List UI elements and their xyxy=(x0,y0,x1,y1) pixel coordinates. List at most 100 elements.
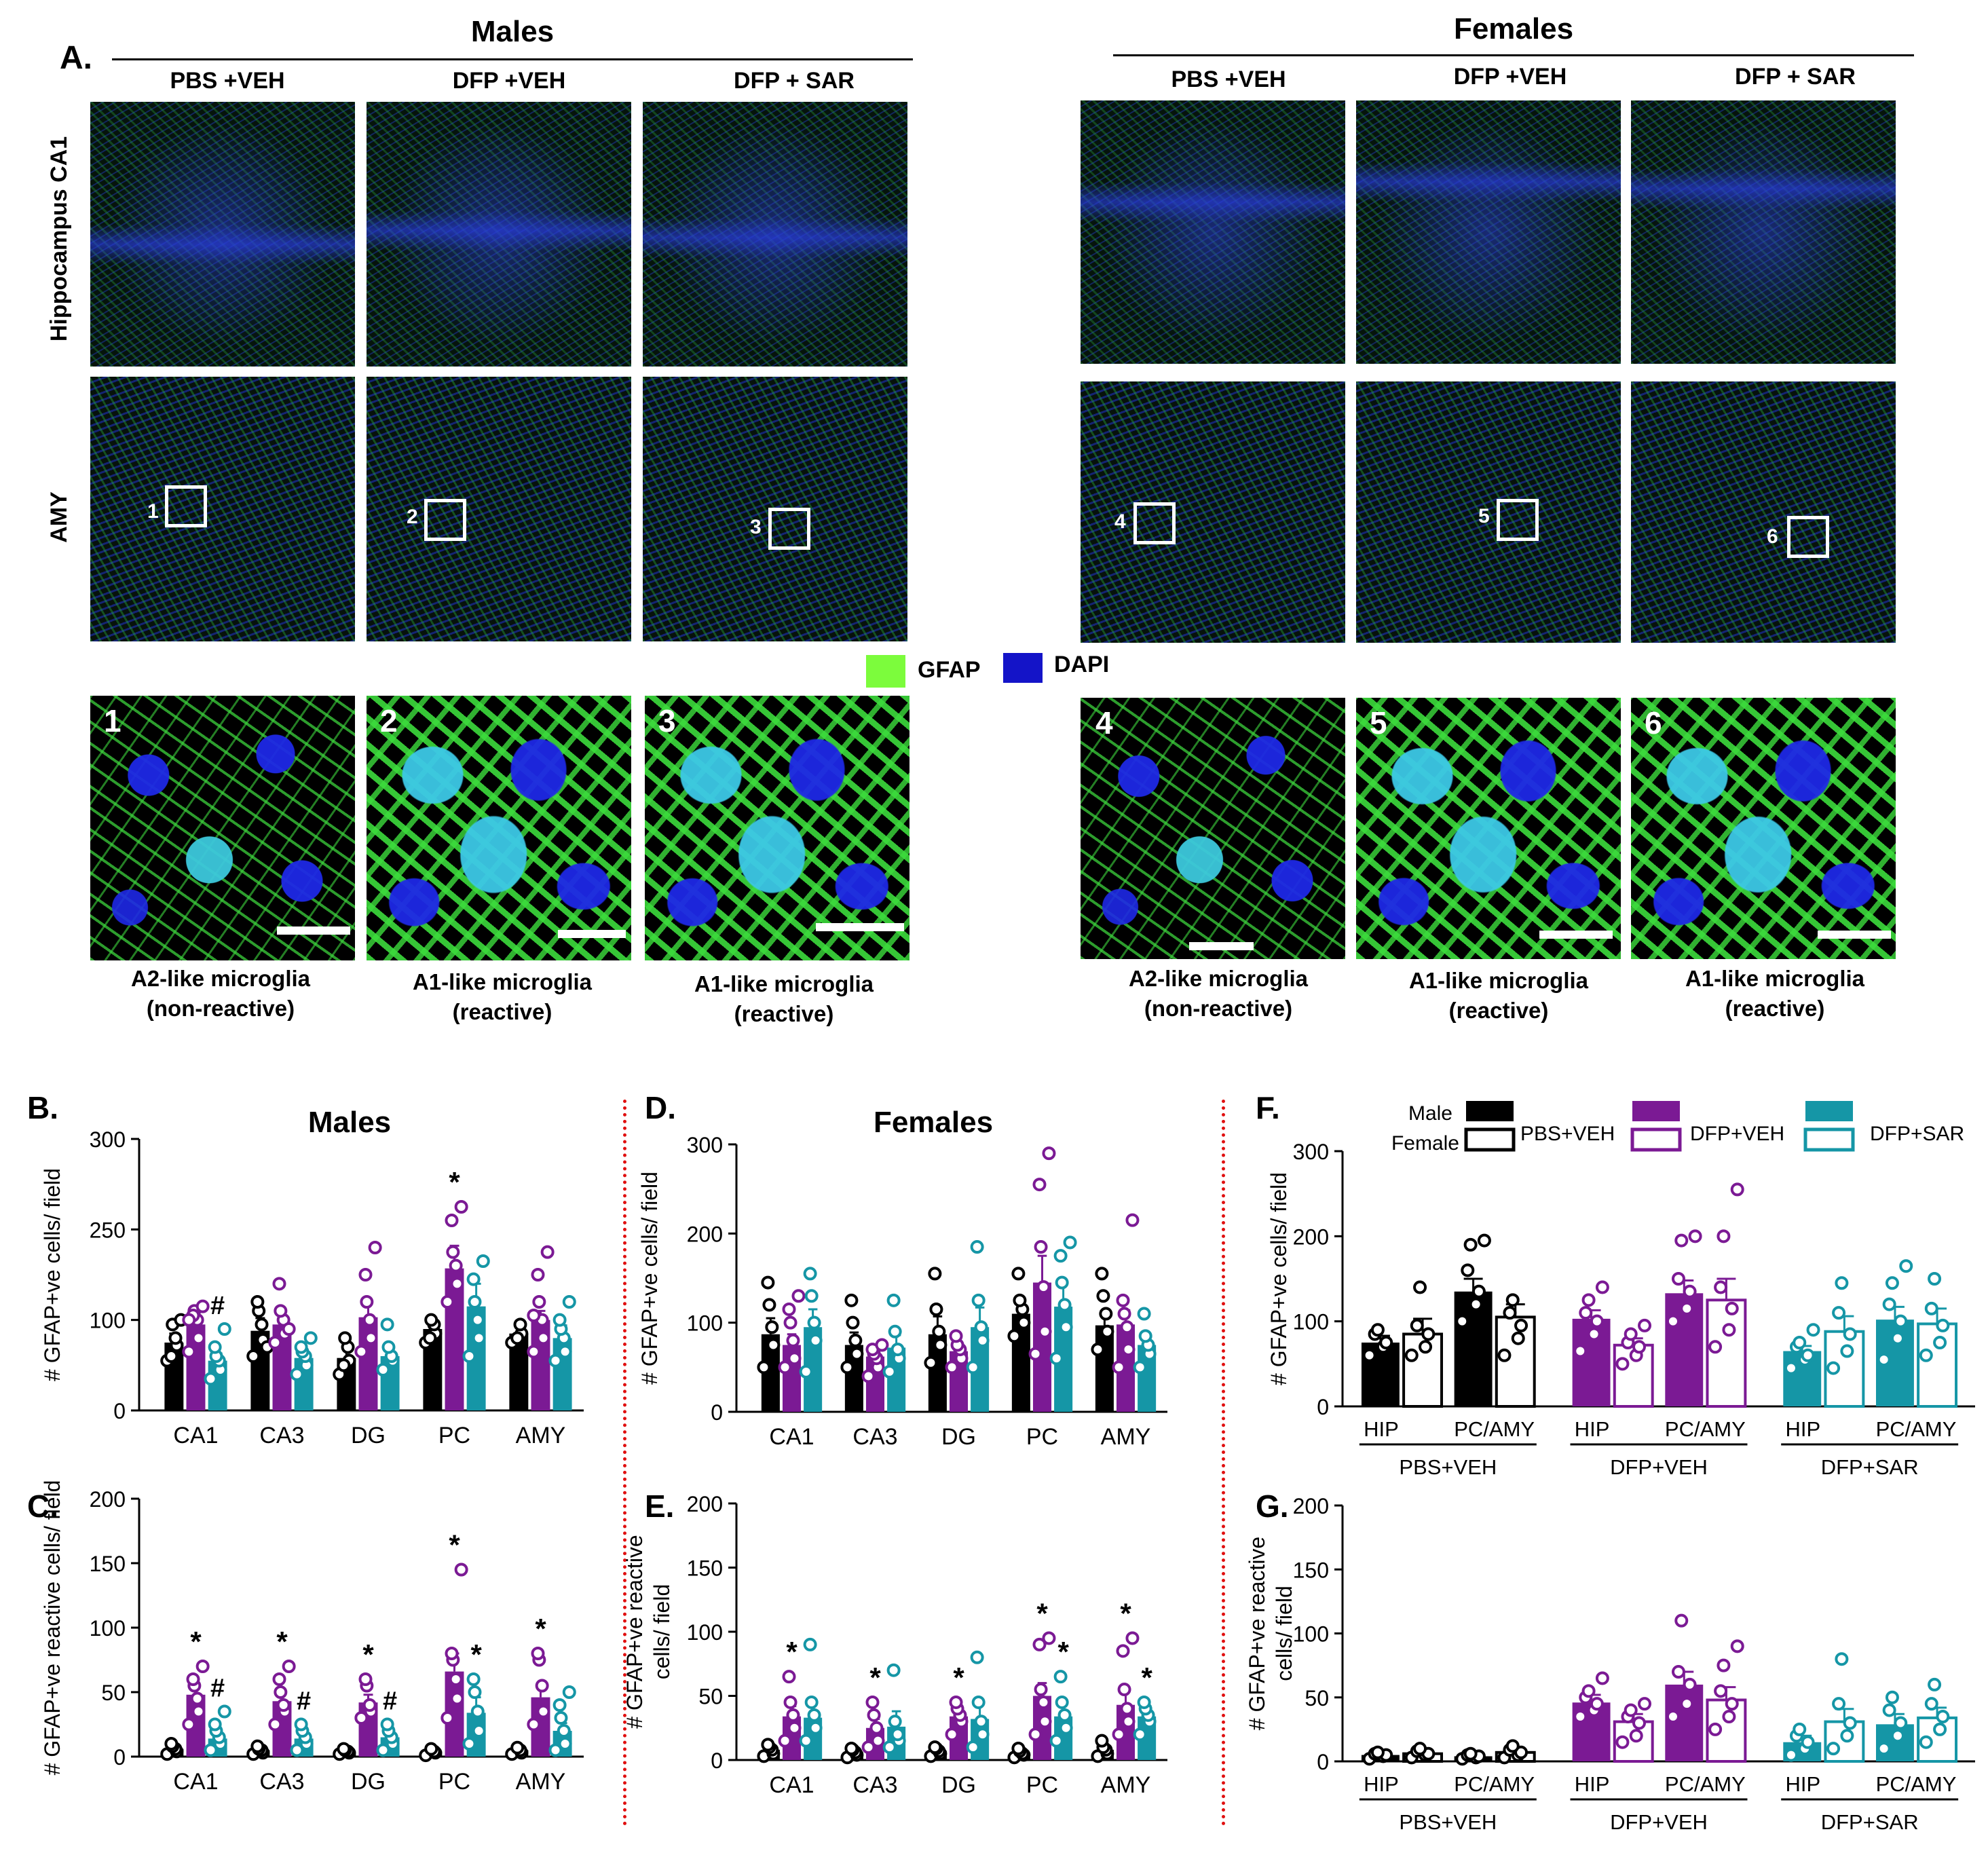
chart-b-pc-s1-point-1 xyxy=(450,1277,464,1291)
micrograph-m-pbs-hip xyxy=(90,102,355,367)
chart-c-ytick-label-0: 0 xyxy=(113,1745,126,1770)
chart-c-ca1-s1-point-1 xyxy=(191,1704,206,1719)
chart-e-ca1-s1-point-1 xyxy=(787,1721,802,1735)
micrograph-m-dfp-sar-hip xyxy=(643,102,907,367)
chart-b-annotation-0: # xyxy=(210,1292,225,1320)
chart-f-g1-b0-point-2 xyxy=(1590,1314,1604,1328)
chart-g-g0-b1-point-4 xyxy=(1413,1742,1427,1756)
chart-f-g0-b1-point-4 xyxy=(1413,1280,1427,1294)
chart-b-dg-s2-point-3 xyxy=(381,1340,396,1354)
dapi-label: DAPI xyxy=(1054,652,1110,677)
chart-c-amy-s2-point-5 xyxy=(562,1685,576,1699)
chart-g-ytick-label-4: 200 xyxy=(1293,1494,1329,1518)
chart-b-pc-s2-point-4 xyxy=(466,1272,481,1286)
chart-f-g1-sub-0: HIP xyxy=(1575,1417,1610,1441)
chart-f-g1-b3-point-4 xyxy=(1717,1229,1731,1243)
chart-b-dg-s1-point-2 xyxy=(362,1313,377,1327)
chart-d-pc-s0-point-3 xyxy=(1013,1293,1027,1307)
zoom-caption-6-line2: (reactive) xyxy=(1725,996,1825,1021)
chart-b-pc-s1-point-0 xyxy=(440,1295,455,1309)
zoom-caption-5: A1-like microglia (reactive) xyxy=(1356,966,1641,1026)
chart-d-pc-s1-point-0 xyxy=(1028,1347,1043,1361)
chart-e-xtick-label-2: DG xyxy=(941,1772,976,1798)
chart-e-ca3-s2-point-2 xyxy=(890,1727,905,1742)
chart-d-amy-s0-point-0 xyxy=(1091,1343,1105,1357)
chart-d-amy-s2-point-0 xyxy=(1133,1360,1147,1374)
chart-e-annotation-1: * xyxy=(869,1662,881,1693)
chart-c-xtick-label-4: AMY xyxy=(516,1769,566,1795)
chart-d-xtick-label-4: AMY xyxy=(1101,1424,1151,1450)
zoom-caption-3-line1: A1-like microglia xyxy=(694,971,874,996)
zoom-caption-1-line1: A2-like microglia xyxy=(130,966,311,991)
chart-b-ca1-s2-point-5 xyxy=(217,1322,231,1336)
chart-f-g1-b3-point-3 xyxy=(1714,1280,1728,1294)
chart-f-g2-b2-point-3 xyxy=(1882,1297,1896,1311)
zoom-panel-3: 3 xyxy=(645,696,909,960)
chart-c-pc-s1-point-5 xyxy=(454,1562,468,1577)
chart-c-annotation-1: # xyxy=(210,1674,225,1703)
chart-d-ca1-s0-point-0 xyxy=(757,1360,771,1374)
chart-c-pc-s1-point-2 xyxy=(449,1672,463,1686)
chart-g-g0-b0-point-4 xyxy=(1370,1745,1385,1759)
chart-g-g2-sub-0: HIP xyxy=(1785,1772,1820,1796)
chart-e-pc-s1-point-4 xyxy=(1032,1637,1047,1651)
chart-f-g1-sub-1: PC/AMY xyxy=(1665,1417,1746,1441)
chart-d-amy-s1-point-2 xyxy=(1120,1320,1134,1334)
chart-g-g1-b0-point-0 xyxy=(1573,1710,1588,1724)
chart-f-g0-b3-point-3 xyxy=(1503,1306,1517,1320)
chart-g-g2-b3-point-4 xyxy=(1928,1677,1942,1691)
roi-number-6: 6 xyxy=(1767,525,1778,548)
chart-f-ytick-label-3: 300 xyxy=(1293,1140,1329,1164)
chart-f-g2-b2-point-1 xyxy=(1890,1331,1905,1345)
chart-f-g0-sub-0: HIP xyxy=(1364,1417,1399,1441)
chart-c-ytick-label-2: 100 xyxy=(90,1616,126,1641)
chart-e-ca3-s1-point-4 xyxy=(865,1695,880,1709)
chart-c-pc-s2-point-0 xyxy=(462,1737,476,1751)
chart-d-pc-s1-point-2 xyxy=(1036,1280,1051,1294)
chart-f-legend-swatch-female-2 xyxy=(1803,1127,1855,1152)
chart-d-amy-s1-point-0 xyxy=(1112,1360,1126,1374)
scale-bar-5 xyxy=(1539,931,1613,939)
chart-g-g1-b1-point-2 xyxy=(1632,1716,1647,1730)
chart-f-g0-b0-point-0 xyxy=(1362,1348,1376,1362)
zoom-caption-2-line1: A1-like microglia xyxy=(412,969,593,994)
chart-e-ytick-label-0: 0 xyxy=(711,1748,723,1773)
chart-g-g1-b2-point-2 xyxy=(1683,1677,1697,1691)
chart-b-pc-s1-point-5 xyxy=(454,1200,468,1214)
chart-b-ca1-s0-point-2 xyxy=(168,1331,183,1345)
micrograph-m-pbs-amy: 1 xyxy=(90,377,355,641)
zoom-caption-3: A1-like microglia (reactive) xyxy=(641,969,926,1029)
chart-g-ytick-label-0: 0 xyxy=(1317,1750,1329,1774)
chart-c-ca3-s0-point-4 xyxy=(250,1739,265,1753)
chart-d-ca1-s0-point-4 xyxy=(761,1275,775,1290)
chart-d-ca3-s1-point-5 xyxy=(875,1338,889,1352)
chart-b-title: Males xyxy=(308,1106,391,1139)
chart-e-annotation-5: * xyxy=(1120,1597,1131,1629)
zoom-number-5: 5 xyxy=(1370,705,1387,741)
chart-g-g2-b1-point-2 xyxy=(1843,1716,1857,1730)
roi-number-1: 1 xyxy=(147,500,159,523)
chart-b-amy-s1-point-1 xyxy=(536,1331,550,1345)
chart-d-pc-s1-point-3 xyxy=(1034,1240,1048,1254)
chart-f-g1-b3-point-1 xyxy=(1722,1323,1736,1337)
chart-d-amy-s0-point-1 xyxy=(1100,1324,1114,1339)
chart-d-ca3-s0-point-1 xyxy=(850,1347,864,1361)
chart-f-g2-b0-point-5 xyxy=(1806,1323,1820,1337)
zoom-caption-2: A1-like microglia (reactive) xyxy=(360,967,645,1027)
chart-c-annotation-0: * xyxy=(190,1626,202,1658)
chart-f-g2-b1-point-0 xyxy=(1826,1361,1841,1375)
col-head-f-dfp-veh: DFP +VEH xyxy=(1453,64,1567,90)
chart-e-pc-s1-point-2 xyxy=(1036,1695,1051,1709)
chart-g-g2-b0-point-4 xyxy=(1793,1722,1807,1736)
chart-g-g2-b0-point-2 xyxy=(1801,1735,1815,1749)
chart-b-amy-s1-point-0 xyxy=(527,1345,541,1359)
chart-d-dg-s2-point-1 xyxy=(975,1333,990,1347)
chart-g-g1-b1-point-1 xyxy=(1629,1729,1643,1743)
chart-d-ca1-s1-point-2 xyxy=(786,1333,800,1347)
chart-c-ca1-s1-point-0 xyxy=(182,1717,196,1732)
chart-g-g1-b3-point-3 xyxy=(1714,1684,1728,1698)
chart-b-amy-s1-point-3 xyxy=(532,1295,546,1309)
chart-b-xtick-label-0: CA1 xyxy=(173,1423,218,1448)
chart-f-g2-b3-point-0 xyxy=(1919,1348,1933,1362)
chart-b-amy-s2-point-4 xyxy=(552,1313,567,1327)
